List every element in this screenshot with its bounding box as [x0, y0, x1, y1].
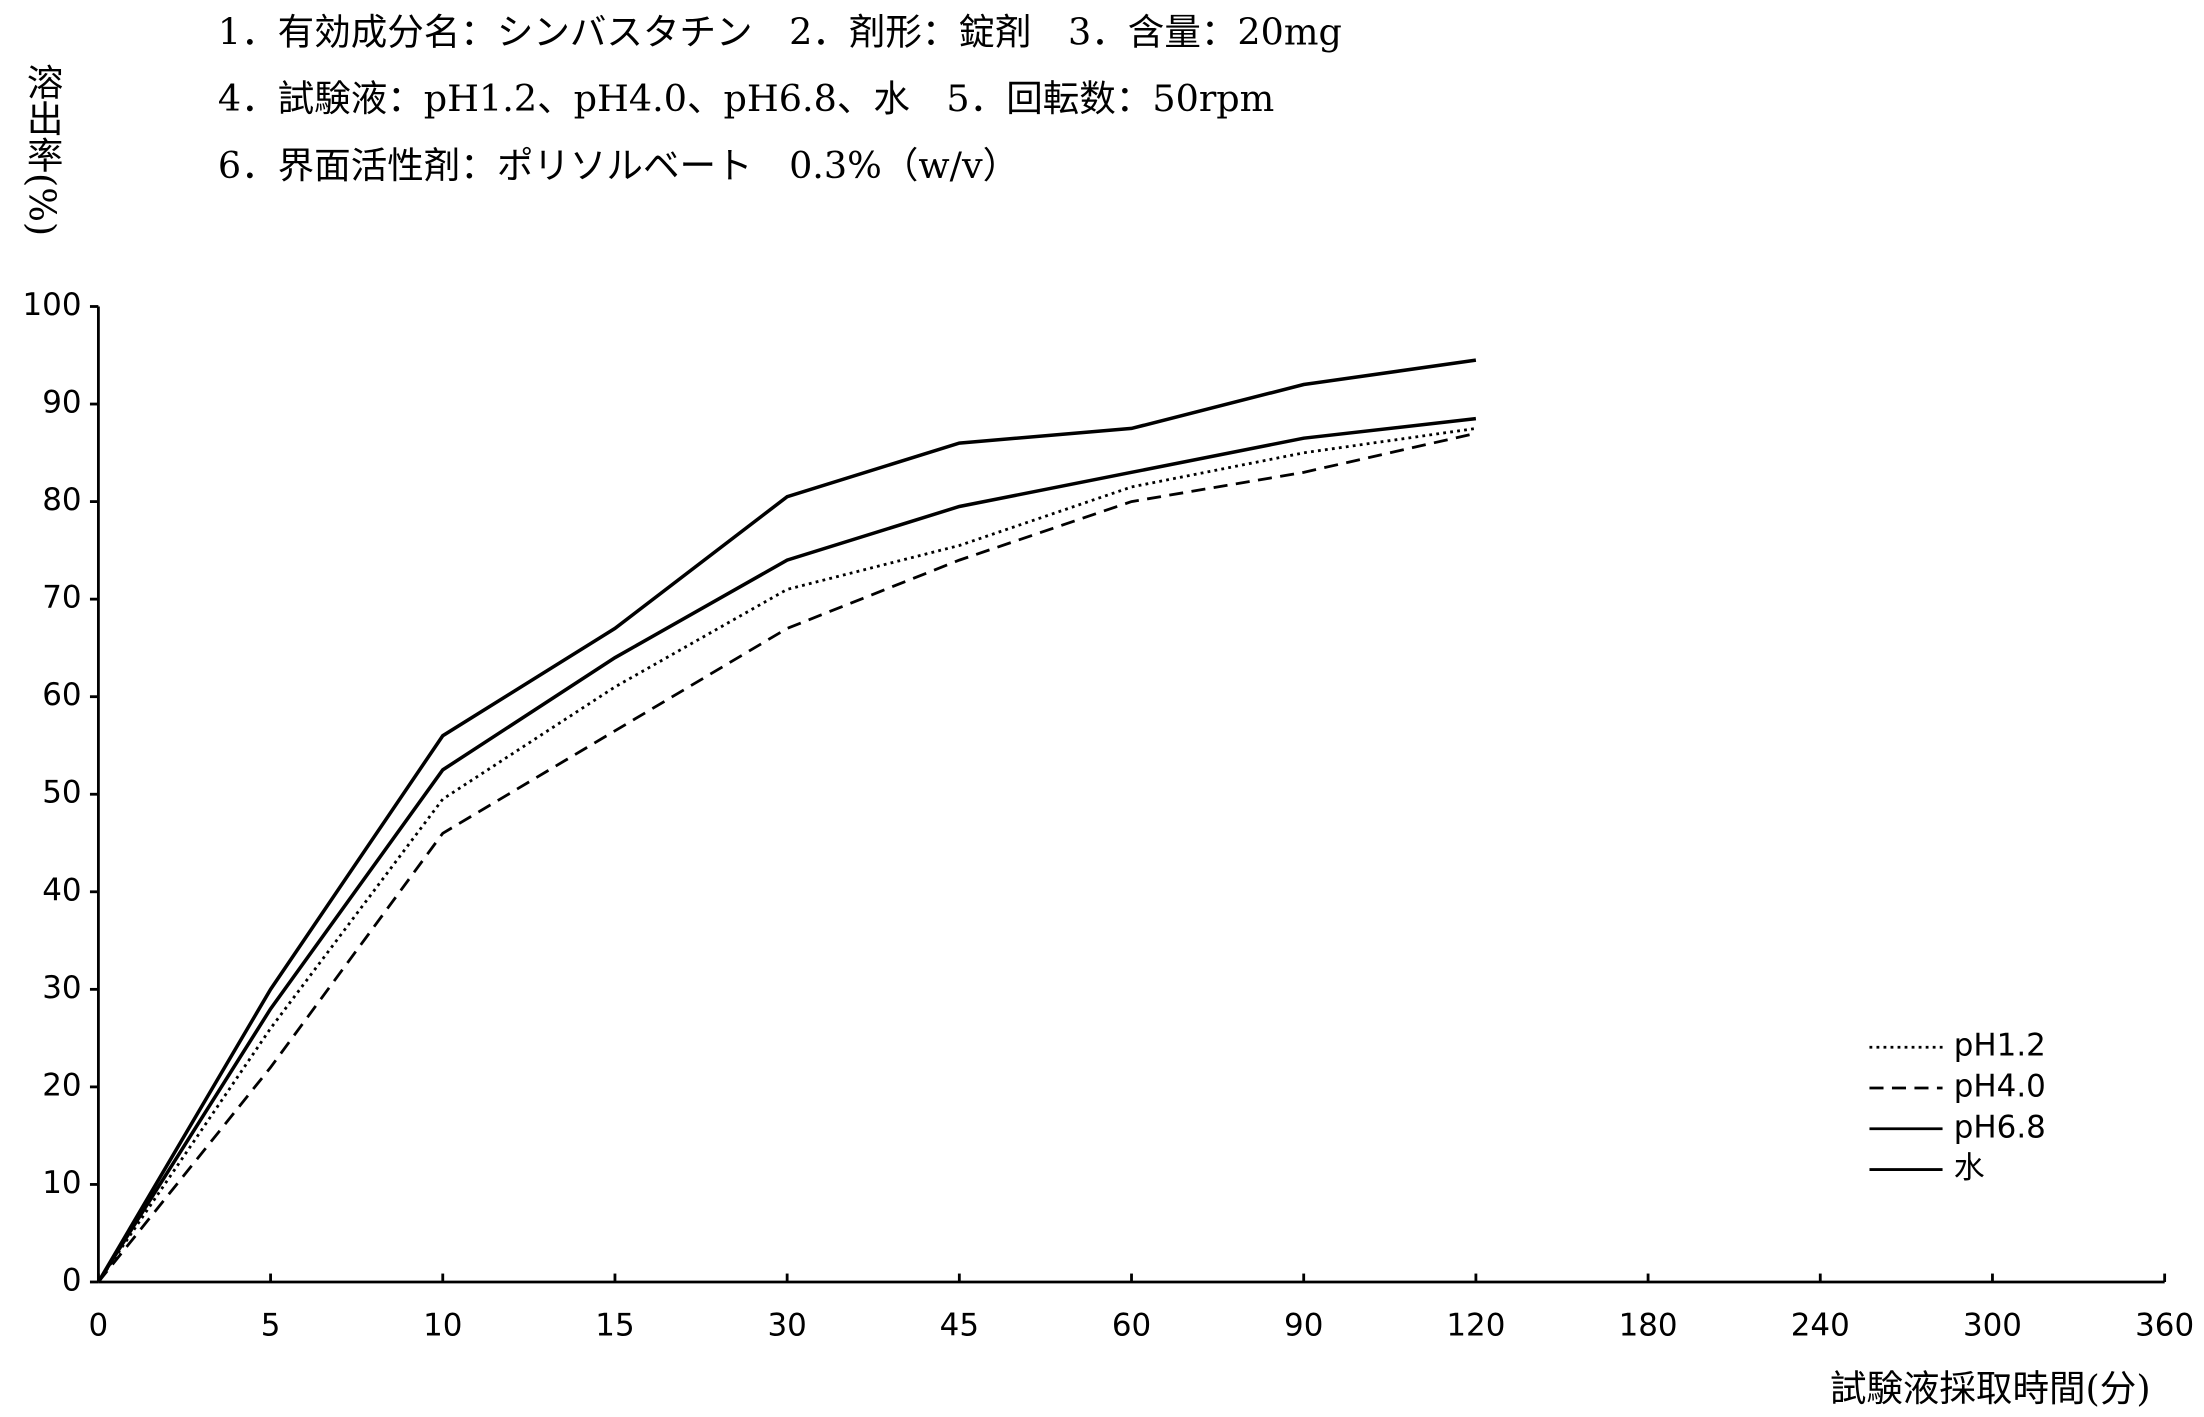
x-tick-label: 15 — [595, 1307, 634, 1343]
y-tick-label: 80 — [42, 482, 81, 518]
x-tick-label: 240 — [1791, 1307, 1850, 1343]
y-tick-label: 60 — [42, 677, 81, 713]
x-tick-label: 300 — [1963, 1307, 2022, 1343]
y-axis-label: 溶出率(%) — [21, 63, 64, 236]
legend-label: 水 — [1954, 1150, 1985, 1186]
series-line — [96, 358, 1477, 1283]
x-tick-label: 45 — [940, 1307, 979, 1343]
x-tick-label: 30 — [767, 1307, 806, 1343]
x-tick-label: 180 — [1619, 1307, 1678, 1343]
y-tick-label: 10 — [42, 1165, 81, 1201]
x-tick-label: 90 — [1284, 1307, 1323, 1343]
legend-label: pH4.0 — [1954, 1069, 2046, 1105]
series-line — [97, 427, 1477, 1283]
x-axis-label: 試験液採取時間(分) — [1830, 1367, 2151, 1410]
legend-label: pH6.8 — [1954, 1109, 2046, 1145]
x-tick-label: 5 — [261, 1307, 281, 1343]
y-tick-label: 20 — [42, 1067, 81, 1103]
x-tick-label: 10 — [423, 1307, 462, 1343]
y-tick-label: 50 — [42, 775, 81, 811]
series-line — [97, 431, 1477, 1283]
y-tick-label: 100 — [23, 287, 82, 323]
x-tick-label: 120 — [1446, 1307, 1505, 1343]
y-tick-label: 90 — [42, 385, 81, 421]
y-tick-label: 30 — [42, 970, 81, 1006]
x-tick-label: 360 — [2135, 1307, 2194, 1343]
title-line: 4．試験液：pH1.2、pH4.0、pH6.8、水 5．回転数：50rpm — [218, 77, 1274, 120]
series-line — [96, 416, 1477, 1283]
title-line: 6．界面活性剤：ポリソルベート 0.3%（w/v） — [218, 144, 1019, 187]
y-tick-label: 0 — [62, 1262, 82, 1298]
y-tick-label: 70 — [42, 580, 81, 616]
y-tick-label: 40 — [42, 872, 81, 908]
x-tick-label: 0 — [89, 1307, 109, 1343]
title-line: 1．有効成分名：シンバスタチン 2．剤形：錠剤 3．含量：20mg — [218, 11, 1342, 54]
x-tick-label: 60 — [1112, 1307, 1151, 1343]
legend-label: pH1.2 — [1954, 1028, 2046, 1064]
